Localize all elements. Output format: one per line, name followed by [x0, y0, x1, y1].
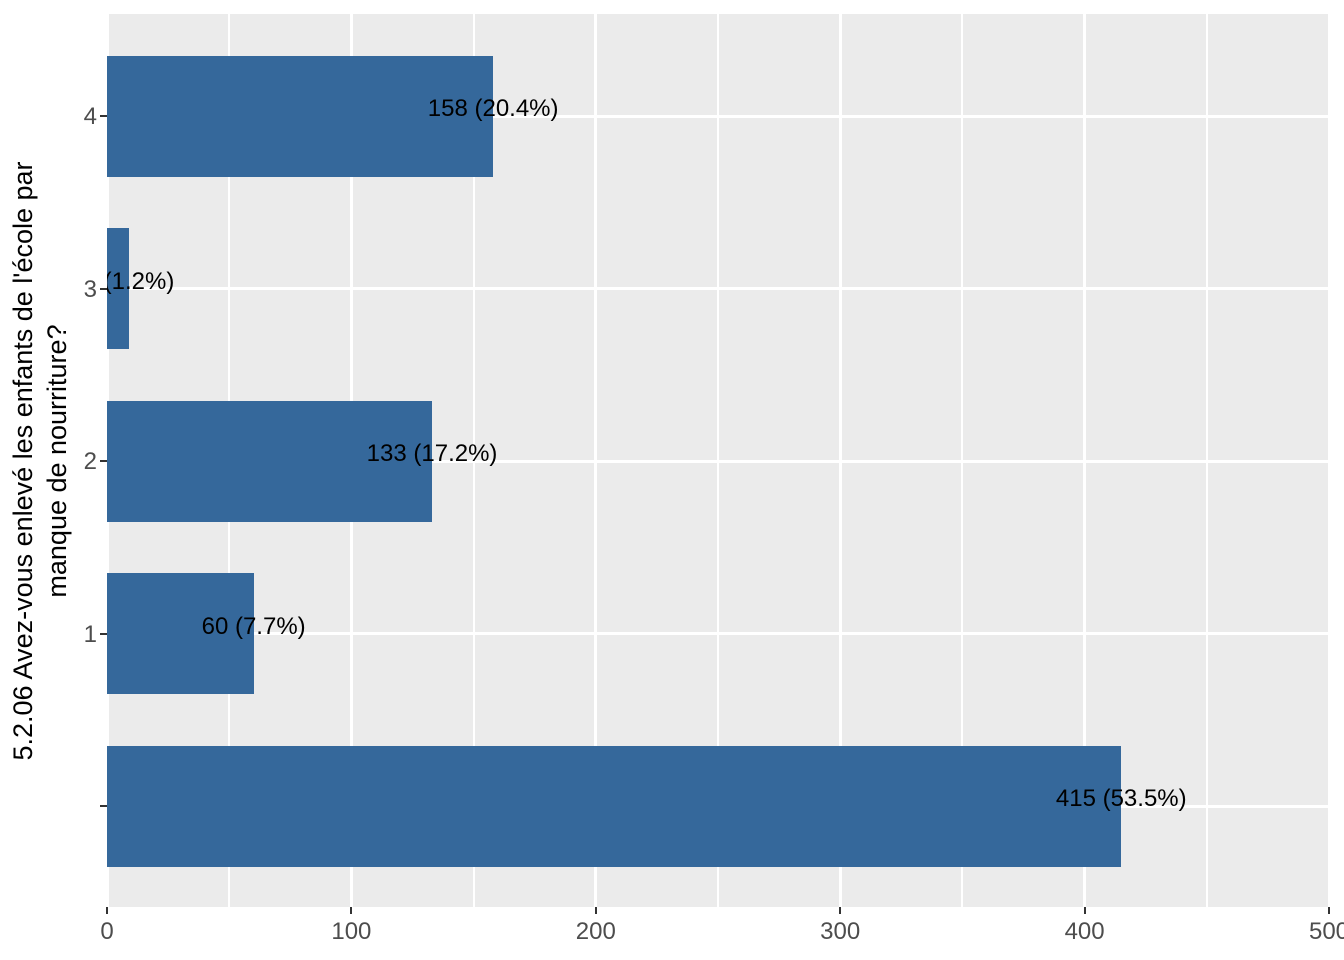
- x-tick-mark-200: [594, 907, 597, 914]
- x-tick-mark-500: [1328, 907, 1330, 914]
- major-gridline-y-4: [107, 114, 1329, 118]
- x-tick-mark-400: [1083, 907, 1086, 914]
- y-tick-mark-2: [100, 460, 107, 462]
- y-axis-title: 5.2.06 Avez-vous enlevé les enfants de l…: [6, 81, 74, 841]
- y-tick-mark-3: [100, 287, 107, 290]
- x-tick-label-400: 400: [1064, 918, 1105, 945]
- major-gridline-y-2: [107, 459, 1329, 463]
- bar-category-3: [107, 228, 129, 349]
- bar-label-category-2: 133 (17.2%): [366, 440, 498, 467]
- plot-panel: 158 (20.4%) 9 (1.2%) 133 (17.2%) 60 (7.7%) 4…: [107, 14, 1329, 907]
- bar-label-category-3: 9 (1.2%): [107, 267, 175, 295]
- x-tick-mark-300: [839, 907, 842, 914]
- x-tick-label-300: 300: [820, 918, 861, 945]
- bar-category-4: [107, 55, 494, 177]
- x-tick-label-100: 100: [331, 918, 372, 945]
- x-tick-label-200: 200: [575, 918, 616, 945]
- x-tick-mark-100: [350, 907, 353, 914]
- x-tick-label-0: 0: [100, 918, 114, 945]
- y-tick-mark-na: [100, 805, 107, 807]
- y-tick-mark-4: [100, 115, 107, 117]
- bar-label-category-4: 158 (20.4%): [427, 95, 559, 122]
- bar-category-1: [107, 573, 254, 694]
- bar-label-category-1: 60 (7.7%): [201, 612, 306, 640]
- y-tick-label-2: 2: [83, 448, 97, 475]
- bar-label-category-na: 415 (53.5%): [1055, 785, 1187, 812]
- y-tick-mark-1: [100, 632, 107, 635]
- major-gridline-y-1: [107, 632, 1329, 635]
- y-tick-label-1: 1: [83, 620, 97, 648]
- y-tick-label-4: 4: [83, 103, 97, 130]
- y-tick-label-3: 3: [83, 275, 97, 303]
- y-axis-title-line-2: manque de nourriture?: [42, 323, 72, 598]
- x-tick-label-500: 500: [1308, 918, 1344, 945]
- bar-category-na: [107, 745, 1122, 867]
- y-axis-title-line-1: 5.2.06 Avez-vous enlevé les enfants de l…: [8, 160, 38, 761]
- x-tick-mark-0: [106, 907, 108, 914]
- bar-category-2: [107, 400, 433, 522]
- major-gridline-y-3: [107, 287, 1329, 290]
